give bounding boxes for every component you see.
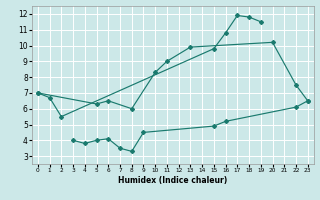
X-axis label: Humidex (Indice chaleur): Humidex (Indice chaleur) [118,176,228,185]
